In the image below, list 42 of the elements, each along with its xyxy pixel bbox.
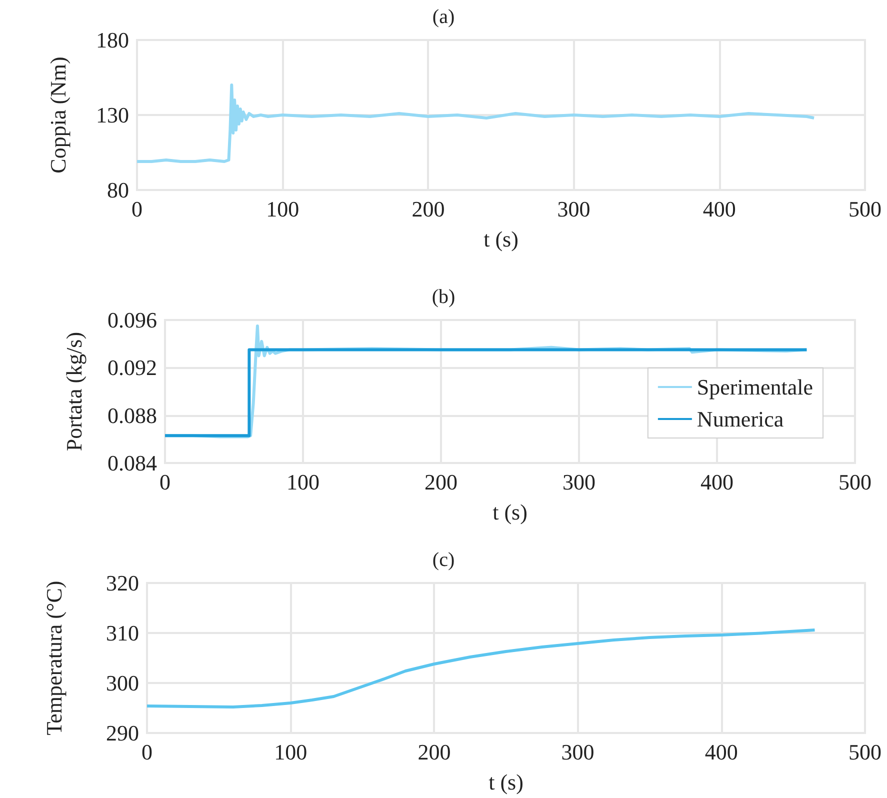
x-tick-label: 300 bbox=[561, 740, 594, 764]
y-axis-title: Temperatura (°C) bbox=[42, 580, 66, 736]
x-tick-label: 500 bbox=[848, 740, 882, 764]
y-tick-label: 0.096 bbox=[108, 308, 157, 332]
x-tick-label: 100 bbox=[266, 196, 300, 222]
x-tick-label: 400 bbox=[704, 740, 738, 764]
x-axis-title: t (s) bbox=[484, 226, 518, 252]
x-tick-label: 400 bbox=[700, 470, 734, 494]
chart-title: (a) bbox=[432, 6, 455, 28]
chart-title: (b) bbox=[432, 286, 456, 308]
line-series bbox=[136, 84, 816, 163]
x-tick-label: 400 bbox=[702, 196, 736, 222]
x-tick-label: 0 bbox=[142, 740, 152, 764]
x-tick-label: 500 bbox=[838, 470, 872, 494]
y-tick-label: 80 bbox=[107, 178, 129, 202]
x-tick-label: 0 bbox=[160, 470, 170, 494]
legend-label: Numerica bbox=[696, 406, 784, 432]
y-tick-label: 0.092 bbox=[108, 355, 157, 380]
x-tick-label: 200 bbox=[418, 740, 451, 764]
y-tick-label: 130 bbox=[96, 102, 129, 128]
y-tick-label: 290 bbox=[106, 720, 139, 746]
x-tick-label: 0 bbox=[132, 196, 142, 222]
y-axis-title: Coppia (Nm) bbox=[46, 56, 70, 174]
x-axis-title: t (s) bbox=[492, 500, 528, 524]
y-axis-title: Portata (kg/s) bbox=[62, 332, 86, 452]
chart-title: (c) bbox=[432, 549, 455, 571]
y-tick-label: 310 bbox=[106, 620, 139, 646]
x-tick-label: 200 bbox=[412, 196, 445, 222]
x-tick-label: 100 bbox=[286, 470, 320, 494]
y-tick-label: 180 bbox=[96, 28, 129, 52]
legend-label: Sperimentale bbox=[696, 374, 814, 400]
x-tick-label: 500 bbox=[848, 196, 882, 222]
x-tick-label: 200 bbox=[424, 470, 458, 494]
x-axis-title: t (s) bbox=[488, 770, 524, 794]
x-tick-label: 300 bbox=[562, 470, 596, 494]
y-tick-label: 300 bbox=[106, 670, 139, 696]
line-series bbox=[146, 628, 816, 708]
y-tick-label: 0.084 bbox=[108, 450, 157, 476]
x-tick-label: 100 bbox=[274, 740, 308, 764]
x-tick-label: 300 bbox=[557, 196, 590, 222]
y-tick-label: 320 bbox=[106, 570, 139, 596]
y-tick-label: 0.088 bbox=[108, 402, 157, 428]
